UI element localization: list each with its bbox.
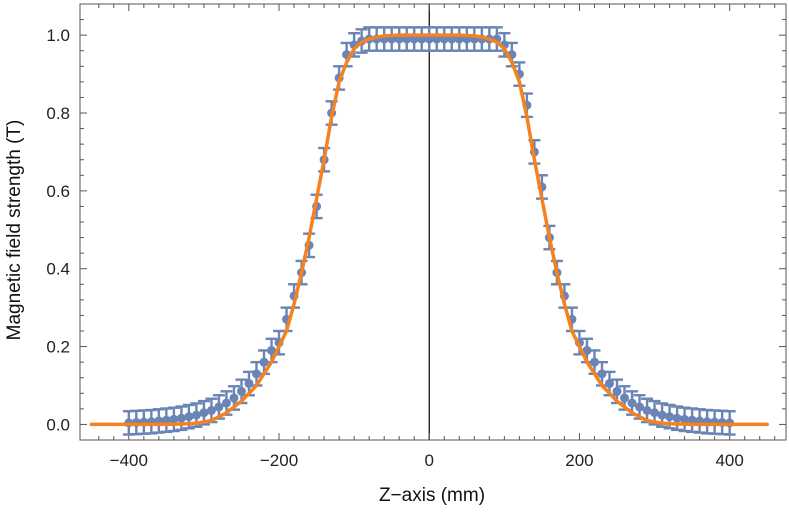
- y-tick-label: 0.2: [46, 338, 70, 357]
- y-tick-label: 0.8: [46, 104, 70, 123]
- data-point: [657, 410, 667, 420]
- x-tick-label: 400: [715, 451, 743, 470]
- data-point: [620, 393, 630, 403]
- data-point: [229, 393, 239, 403]
- data-point: [635, 402, 645, 412]
- data-point: [597, 369, 607, 379]
- data-point: [214, 402, 224, 412]
- plot-frame-box: [79, 3, 787, 441]
- data-point: [650, 408, 660, 418]
- data-point: [176, 413, 186, 423]
- tick-labels: −400 −200 0 200 400 0.0 0.2 0.4 0.6 0.8 1.0: [46, 26, 743, 470]
- data-point: [199, 408, 209, 418]
- data-point: [221, 398, 231, 408]
- data-point: [642, 405, 652, 415]
- x-tick-label: −200: [260, 451, 298, 470]
- data-point: [612, 386, 622, 396]
- data-point: [191, 410, 201, 420]
- data-point: [582, 345, 592, 355]
- data-point: [680, 414, 690, 424]
- y-tick-label: 1.0: [46, 26, 70, 45]
- data-point: [589, 357, 599, 367]
- fit-curve-layer: [89, 33, 769, 427]
- y-tick-label: 0.0: [46, 415, 70, 434]
- x-tick-label: 0: [425, 451, 434, 470]
- data-point: [169, 414, 179, 424]
- x-tick-label: 200: [565, 451, 593, 470]
- data-point: [252, 369, 261, 379]
- data-point: [161, 415, 171, 425]
- x-axis-title: Z−axis (mm): [379, 485, 485, 506]
- y-tick-label: 0.4: [46, 260, 70, 279]
- data-point: [184, 412, 194, 422]
- data-point: [627, 398, 637, 408]
- data-point: [206, 405, 216, 415]
- data-point: [236, 386, 246, 396]
- data-point: [672, 413, 682, 423]
- data-point: [259, 357, 269, 367]
- data-point: [267, 345, 277, 355]
- y-axis-title: Magnetic field strength (T): [4, 120, 25, 341]
- x-tick-label: −400: [110, 451, 148, 470]
- fit-curve: [89, 33, 769, 427]
- data-point: [605, 379, 614, 389]
- data-point: [687, 415, 697, 425]
- y-tick-label: 0.6: [46, 182, 70, 201]
- data-point: [244, 379, 254, 389]
- data-point: [665, 412, 675, 422]
- axis-ticks: [80, 4, 786, 440]
- plot-frame: [79, 3, 787, 441]
